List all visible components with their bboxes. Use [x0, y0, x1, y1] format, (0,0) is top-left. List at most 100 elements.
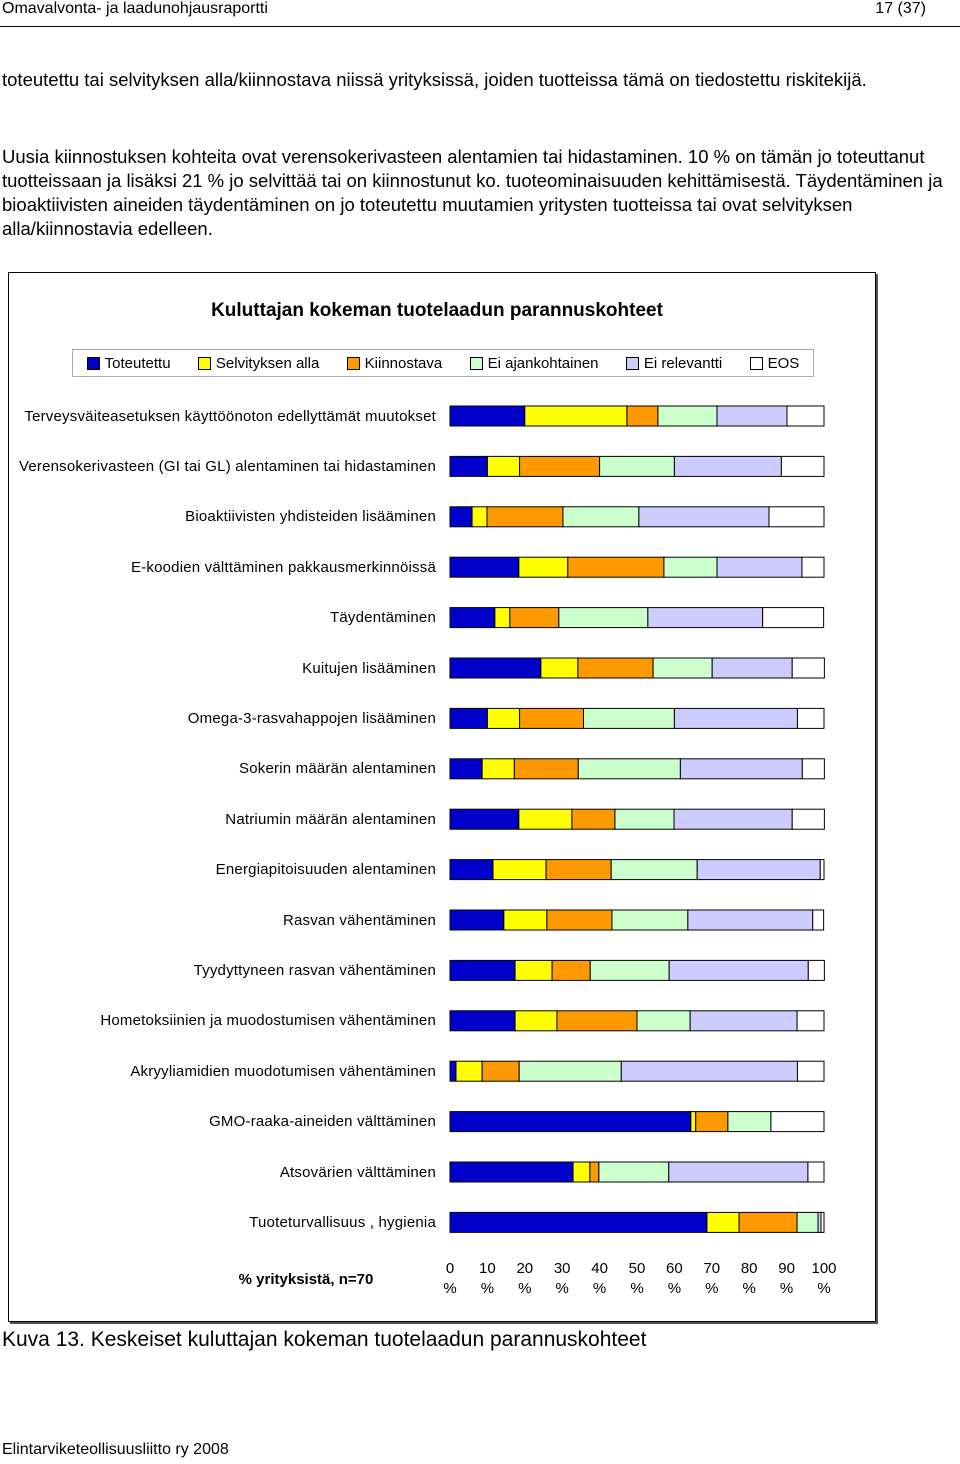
bar-segment [770, 1111, 825, 1133]
bar-segment [687, 909, 814, 931]
legend-item: Ei relevantti [625, 354, 723, 372]
category-label: Rasvan vähentäminen [282, 911, 436, 929]
legend-swatch [86, 356, 100, 370]
bar-segment [768, 506, 825, 528]
category-label: Omega-3-rasvahappojen lisääminen [187, 709, 436, 727]
bar-segment [518, 1060, 622, 1082]
x-tick-label: 80% [741, 1260, 758, 1297]
bar-segment [449, 556, 520, 578]
bar-segment [812, 909, 825, 931]
bar-segment [471, 506, 488, 528]
x-tick-label: 0% [443, 1260, 456, 1297]
header-rule [0, 26, 960, 27]
legend-label: Ei relevantti [643, 354, 723, 372]
legend-label: Selvityksen alla [215, 354, 320, 372]
bar-segment [583, 707, 675, 729]
paragraph: Uusia kiinnostuksen kohteita ovat verens… [2, 146, 943, 239]
legend-item: EOS [749, 354, 800, 372]
bar-segment [449, 455, 488, 477]
bar-segment [449, 657, 542, 679]
bar-segment [455, 1060, 483, 1082]
bar-segment [577, 758, 681, 780]
legend-item: Ei ajankohtainen [469, 355, 599, 372]
bar-segment [449, 758, 483, 780]
bar-segment [481, 758, 515, 780]
category-label: Energiapitoisuuden alentaminen [215, 861, 436, 879]
bar-segment [796, 1060, 825, 1082]
header-right: 17 (37) [875, 0, 926, 17]
chart-svg: Kuluttajan kokeman tuotelaadun parannusk… [211, 300, 836, 1297]
bar-segment [551, 959, 591, 981]
bar-segment [647, 607, 764, 629]
caption: Kuva 13. Keskeiset kuluttajan kokeman tu… [2, 1328, 647, 1351]
bar-segment [449, 1211, 708, 1233]
bar-segment [449, 1111, 692, 1133]
bar-segment [796, 1211, 819, 1233]
legend-label: EOS [767, 354, 800, 372]
bar-segment [796, 1010, 825, 1032]
bar-segment [663, 556, 718, 578]
legend-swatch [625, 356, 639, 370]
bar-segment [558, 607, 649, 629]
bar-segment [449, 1010, 516, 1032]
bar-segment [689, 1010, 798, 1032]
bar-segment [807, 1161, 825, 1183]
bar-segment [567, 556, 665, 578]
bar-segment [503, 909, 548, 931]
category-label: E-koodien välttäminen pakkausmerkinnöiss… [130, 558, 436, 576]
chart: Kuluttajan kokeman tuotelaadun parannusk… [8, 272, 876, 1322]
bar-segment [524, 405, 628, 427]
bar-segment [481, 1060, 520, 1082]
legend-swatch [469, 356, 483, 370]
bar-segment [673, 808, 793, 830]
x-tick-label: 40% [591, 1260, 608, 1297]
bar-segment [518, 556, 569, 578]
bar-segment [807, 959, 825, 981]
bar-segment [668, 1161, 809, 1183]
bar-segment [571, 808, 616, 830]
bar-segment [673, 707, 798, 729]
bar-segment [696, 859, 821, 881]
bar-segment [652, 657, 713, 679]
category-label: Kuitujen lisääminen [302, 659, 436, 677]
x-tick-label: 60% [666, 1260, 683, 1297]
bar-segment [589, 959, 670, 981]
paragraph: toteutettu tai selvityksen alla/kiinnost… [2, 69, 867, 90]
bar-segment [449, 506, 473, 528]
bar-segment [738, 1211, 798, 1233]
bar-segment [820, 1211, 825, 1233]
legend: Toteutettu Selvityksen alla Kiinnostava Ei … [72, 349, 814, 377]
bar-segment [486, 707, 521, 729]
bar-segment [449, 959, 516, 981]
bar-segment [614, 808, 675, 830]
bar-segment [572, 1161, 591, 1183]
bar-segment [599, 455, 675, 477]
bar-segment [519, 455, 601, 477]
bar-segment [598, 1161, 670, 1183]
bar-segment [449, 1161, 574, 1183]
legend-label: Toteutettu [104, 354, 171, 372]
bar-segment [819, 859, 825, 881]
legend-item: Selvityksen alla [197, 354, 320, 372]
x-tick-label: 70% [703, 1260, 720, 1297]
category-label: Terveysväiteasetuksen käyttöönoton edell… [24, 407, 436, 425]
bar-segment [695, 1111, 729, 1133]
bar-segment [620, 1060, 798, 1082]
category-label: Bioaktiivisten yhdisteiden lisääminen [185, 508, 436, 526]
bar-segment [540, 657, 579, 679]
x-tick-label: 50% [629, 1260, 646, 1297]
bar-segment [513, 758, 579, 780]
bar-segment [796, 707, 825, 729]
bar-segment [679, 758, 803, 780]
bar-segment [626, 405, 659, 427]
legend-item: Toteutettu [86, 354, 171, 372]
legend-item: Kiinnostava [346, 355, 442, 372]
category-label: GMO-raaka-aineiden välttäminen [209, 1113, 436, 1131]
header-left: Omavalvonta- ja laadunohjausraportti [2, 0, 268, 17]
bar-segment [492, 859, 547, 881]
bar-segment [486, 506, 564, 528]
bar-segment [449, 909, 505, 931]
chart-title: Kuluttajan kokeman tuotelaadun parannusk… [211, 300, 664, 321]
bar-segment [546, 909, 613, 931]
